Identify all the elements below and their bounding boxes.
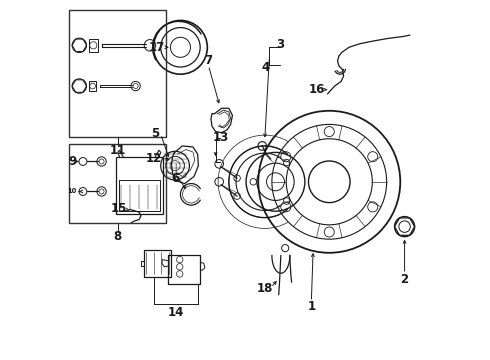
Text: 5: 5 bbox=[151, 127, 159, 140]
Bar bbox=[89, 81, 96, 91]
Text: 15: 15 bbox=[111, 202, 127, 215]
Text: 3: 3 bbox=[276, 38, 284, 51]
Text: 18: 18 bbox=[257, 282, 273, 295]
Text: 4: 4 bbox=[262, 60, 270, 73]
Text: 8: 8 bbox=[114, 230, 122, 243]
Text: 10: 10 bbox=[68, 189, 77, 194]
Bar bbox=[89, 39, 98, 52]
Bar bbox=[69, 10, 166, 137]
Text: 9: 9 bbox=[68, 155, 76, 168]
Text: 2: 2 bbox=[400, 273, 409, 286]
Bar bbox=[69, 144, 166, 223]
Text: 7: 7 bbox=[204, 54, 213, 67]
Text: 13: 13 bbox=[213, 131, 229, 144]
Bar bbox=[119, 180, 160, 211]
Text: 17: 17 bbox=[149, 41, 165, 54]
Text: 1: 1 bbox=[307, 300, 316, 313]
Bar bbox=[116, 157, 163, 214]
Text: 11: 11 bbox=[110, 144, 126, 157]
Text: 16: 16 bbox=[309, 83, 325, 96]
Text: 6: 6 bbox=[171, 172, 179, 185]
Text: 14: 14 bbox=[168, 306, 184, 319]
Text: 12: 12 bbox=[146, 152, 162, 165]
